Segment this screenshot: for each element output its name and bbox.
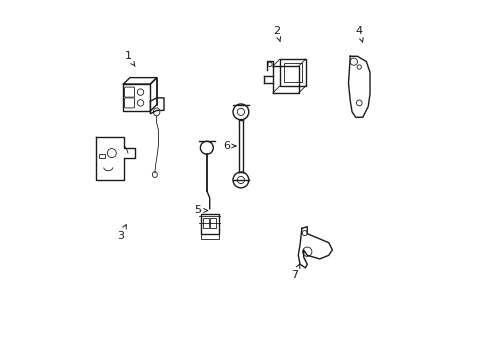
- Bar: [99, 154, 104, 158]
- Circle shape: [302, 247, 311, 256]
- Circle shape: [356, 65, 361, 69]
- Circle shape: [349, 58, 357, 65]
- FancyBboxPatch shape: [124, 87, 134, 97]
- Bar: [202, 218, 208, 228]
- Circle shape: [237, 108, 244, 116]
- Circle shape: [237, 176, 244, 184]
- Circle shape: [267, 62, 271, 67]
- Circle shape: [233, 172, 248, 188]
- Text: 2: 2: [273, 26, 280, 42]
- Text: 5: 5: [194, 206, 207, 216]
- FancyBboxPatch shape: [124, 98, 134, 108]
- Circle shape: [137, 100, 143, 106]
- Text: 4: 4: [355, 26, 363, 42]
- Circle shape: [302, 230, 306, 235]
- Text: 3: 3: [117, 225, 126, 240]
- Bar: [283, 63, 302, 82]
- Bar: [123, 84, 150, 111]
- Bar: [210, 218, 215, 228]
- Circle shape: [200, 141, 213, 154]
- Circle shape: [233, 104, 248, 120]
- Bar: [280, 59, 305, 86]
- Bar: [201, 214, 218, 234]
- Text: 7: 7: [290, 264, 299, 280]
- Text: 6: 6: [223, 141, 235, 151]
- Text: 1: 1: [124, 51, 135, 66]
- Circle shape: [356, 100, 362, 106]
- Ellipse shape: [107, 149, 116, 158]
- Circle shape: [137, 89, 143, 95]
